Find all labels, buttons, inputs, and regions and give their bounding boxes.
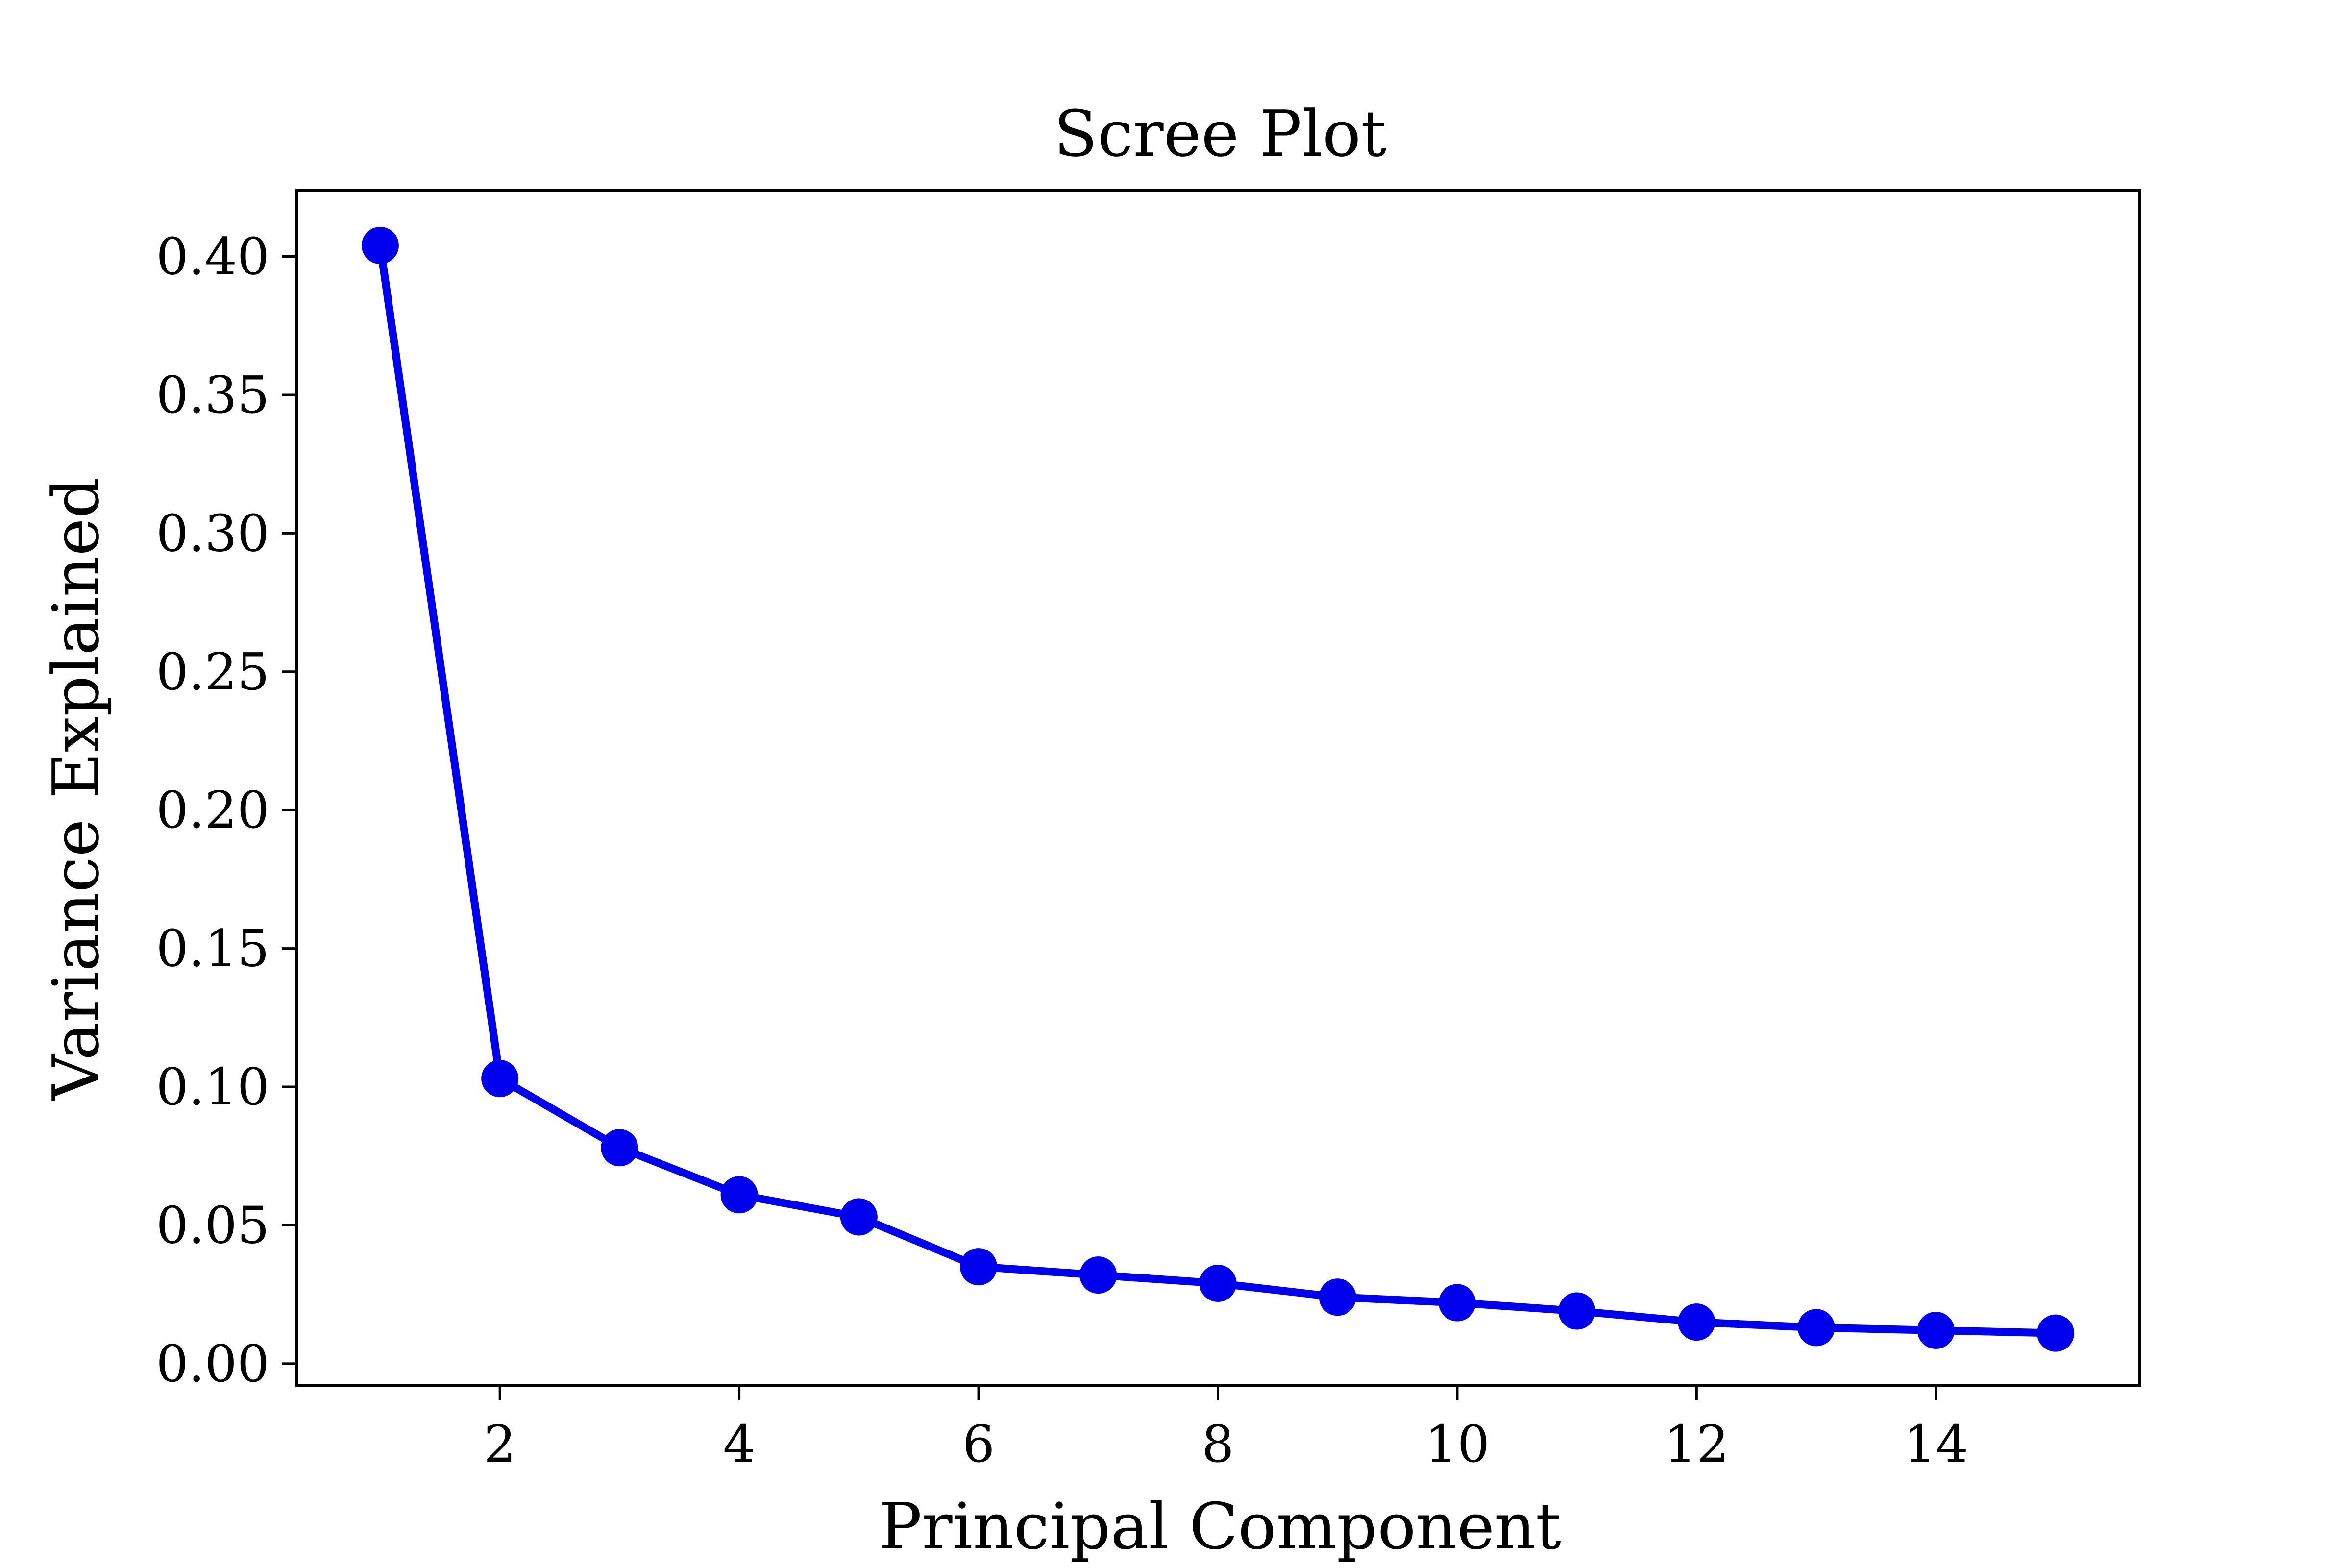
data-point xyxy=(1797,1309,1835,1347)
x-axis: 2 4 6 8 10 12 14 xyxy=(484,1386,1968,1474)
x-tick-label: 2 xyxy=(484,1414,516,1474)
data-point xyxy=(1199,1265,1237,1302)
y-tick-label: 0.25 xyxy=(156,642,270,702)
y-tick-label: 0.05 xyxy=(156,1195,270,1255)
data-point xyxy=(960,1248,998,1286)
data-point xyxy=(601,1129,638,1167)
x-tick-label: 14 xyxy=(1904,1414,1968,1474)
x-tick-label: 8 xyxy=(1201,1414,1234,1474)
data-point xyxy=(481,1060,519,1098)
y-tick-label: 0.30 xyxy=(156,503,270,563)
y-tick-label: 0.00 xyxy=(156,1334,270,1394)
y-tick-label: 0.35 xyxy=(156,365,270,425)
x-axis-title: Principal Component xyxy=(879,1489,1561,1564)
y-tick-label: 0.10 xyxy=(156,1057,270,1117)
data-point xyxy=(720,1176,758,1214)
y-tick-label: 0.40 xyxy=(156,227,270,287)
data-point xyxy=(1319,1278,1356,1316)
y-tick-label: 0.20 xyxy=(156,780,270,840)
data-point xyxy=(2037,1314,2075,1352)
plot-area xyxy=(361,226,2075,1352)
data-point xyxy=(1558,1292,1596,1330)
x-tick-label: 4 xyxy=(723,1414,756,1474)
data-point xyxy=(1678,1303,1715,1341)
data-point xyxy=(1917,1312,1955,1349)
x-tick-label: 12 xyxy=(1664,1414,1729,1474)
y-axis: 0.00 0.05 0.10 0.15 0.20 0.25 0.30 0.35 0.40 xyxy=(156,227,296,1394)
x-tick-label: 6 xyxy=(962,1414,995,1474)
data-point xyxy=(361,226,399,264)
chart-title: Scree Plot xyxy=(1054,97,1387,171)
data-point xyxy=(1079,1256,1117,1294)
x-tick-label: 10 xyxy=(1425,1414,1490,1474)
y-tick-label: 0.15 xyxy=(156,919,270,979)
data-point xyxy=(840,1198,878,1236)
plot-frame xyxy=(295,189,2141,1387)
y-axis-title: Variance Explained xyxy=(39,477,113,1101)
data-point xyxy=(1438,1284,1476,1322)
